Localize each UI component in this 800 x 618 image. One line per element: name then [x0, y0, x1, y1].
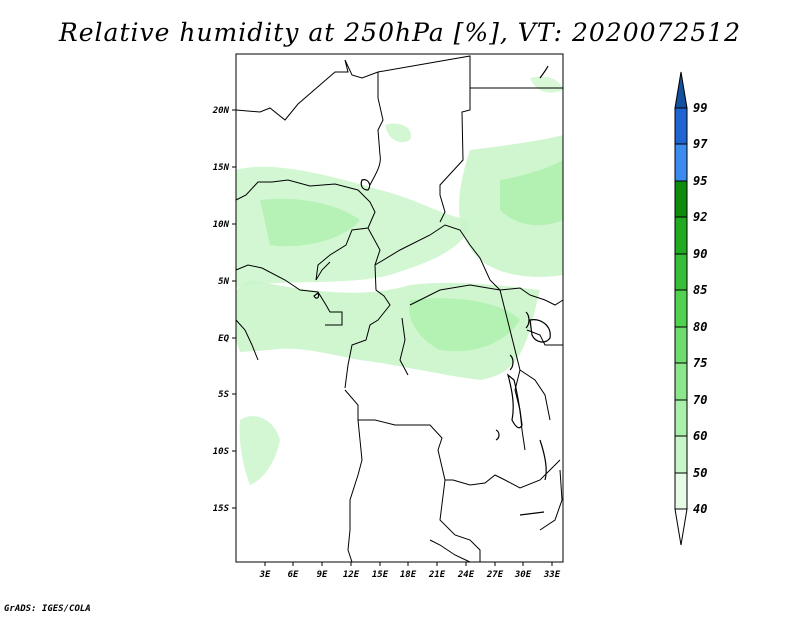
axis-ticks — [232, 109, 553, 566]
x-tick-label: 27E — [486, 570, 504, 580]
colorbar-label: 97 — [693, 137, 708, 151]
y-tick-label: 10N — [213, 220, 230, 230]
lake-kariba — [519, 511, 545, 516]
x-tick-label: 21E — [428, 570, 446, 580]
y-tick-label: 5S — [218, 390, 229, 400]
colorbar-label: 80 — [693, 320, 707, 334]
colorbar-segment — [674, 107, 688, 145]
colorbar-segment — [674, 362, 688, 401]
colorbar-segment — [674, 216, 688, 255]
humidity-region-southwest — [239, 416, 280, 485]
humidity-region-sahel — [236, 166, 470, 288]
colorbar-segment — [674, 180, 688, 218]
colorbar-label: 90 — [693, 247, 707, 261]
colorbar-segment — [674, 289, 688, 328]
footer-credit: GrADS: IGES/COLA — [4, 604, 91, 614]
colorbar-label: 95 — [693, 174, 707, 188]
colorbar-top-arrow — [674, 71, 688, 109]
x-tick-label: 6E — [288, 570, 299, 580]
water-bodies — [313, 65, 551, 516]
humidity-region-sahel-inner — [260, 198, 360, 247]
colorbar-label: 60 — [693, 429, 707, 443]
colorbar-label: 70 — [693, 393, 707, 407]
x-tick-label: 9E — [317, 570, 328, 580]
colorbar-bottom-arrow — [674, 508, 688, 546]
coast-gulf — [313, 292, 320, 299]
colorbar-segment — [674, 472, 688, 510]
x-axis-labels: 3E 6E 9E 12E 15E 18E 21E 24E 27E 30E 33E — [259, 570, 561, 580]
colorbar-segment — [674, 326, 688, 364]
x-tick-label: 18E — [400, 570, 417, 580]
y-axis-labels: 20N 15N 10N 5N EQ 5S 10S 15S — [212, 106, 230, 514]
y-tick-label: 10S — [213, 447, 230, 457]
x-tick-label: 33E — [543, 570, 561, 580]
map-frame — [235, 53, 564, 563]
humidity-shading — [236, 76, 563, 485]
y-tick-label: 15N — [213, 163, 230, 173]
x-tick-label: 24E — [457, 570, 475, 580]
humidity-region-congo-inner — [409, 298, 520, 352]
x-tick-label: 3E — [259, 570, 271, 580]
lake-tanganyika — [506, 373, 523, 429]
colorbar-labels: 99 97 95 92 90 85 80 75 70 60 50 40 — [693, 101, 708, 516]
colorbar-segment — [674, 435, 688, 474]
colorbar-label: 50 — [693, 466, 707, 480]
colorbar-label: 92 — [693, 210, 707, 224]
lake-albert — [525, 311, 530, 329]
y-tick-label: 5N — [218, 277, 229, 287]
page-title: Relative humidity at 250hPa [%], VT: 202… — [58, 18, 742, 47]
x-tick-label: 15E — [372, 570, 389, 580]
lake-kivu — [509, 354, 514, 371]
colorbar-label: 40 — [693, 502, 707, 516]
colorbar-segment — [674, 399, 688, 437]
lake-nasser — [539, 65, 549, 79]
humidity-region-east-inner — [500, 160, 563, 226]
colorbar — [674, 71, 688, 546]
y-tick-label: 15S — [213, 504, 230, 514]
x-tick-label: 30E — [514, 570, 532, 580]
colorbar-segment — [674, 253, 688, 291]
lake-victoria — [529, 319, 551, 343]
x-tick-label: 12E — [343, 570, 360, 580]
humidity-region-north — [385, 123, 411, 143]
colorbar-label: 75 — [693, 356, 707, 370]
colorbar-label: 85 — [693, 283, 707, 297]
colorbar-segment — [674, 143, 688, 182]
lake-mweru — [495, 429, 500, 441]
y-tick-label: 20N — [212, 106, 230, 116]
y-tick-label: EQ — [218, 334, 229, 344]
colorbar-label: 99 — [693, 101, 707, 115]
humidity-region-northeast — [530, 76, 563, 93]
lake-malawi — [539, 439, 547, 481]
lake-chad — [360, 179, 371, 191]
